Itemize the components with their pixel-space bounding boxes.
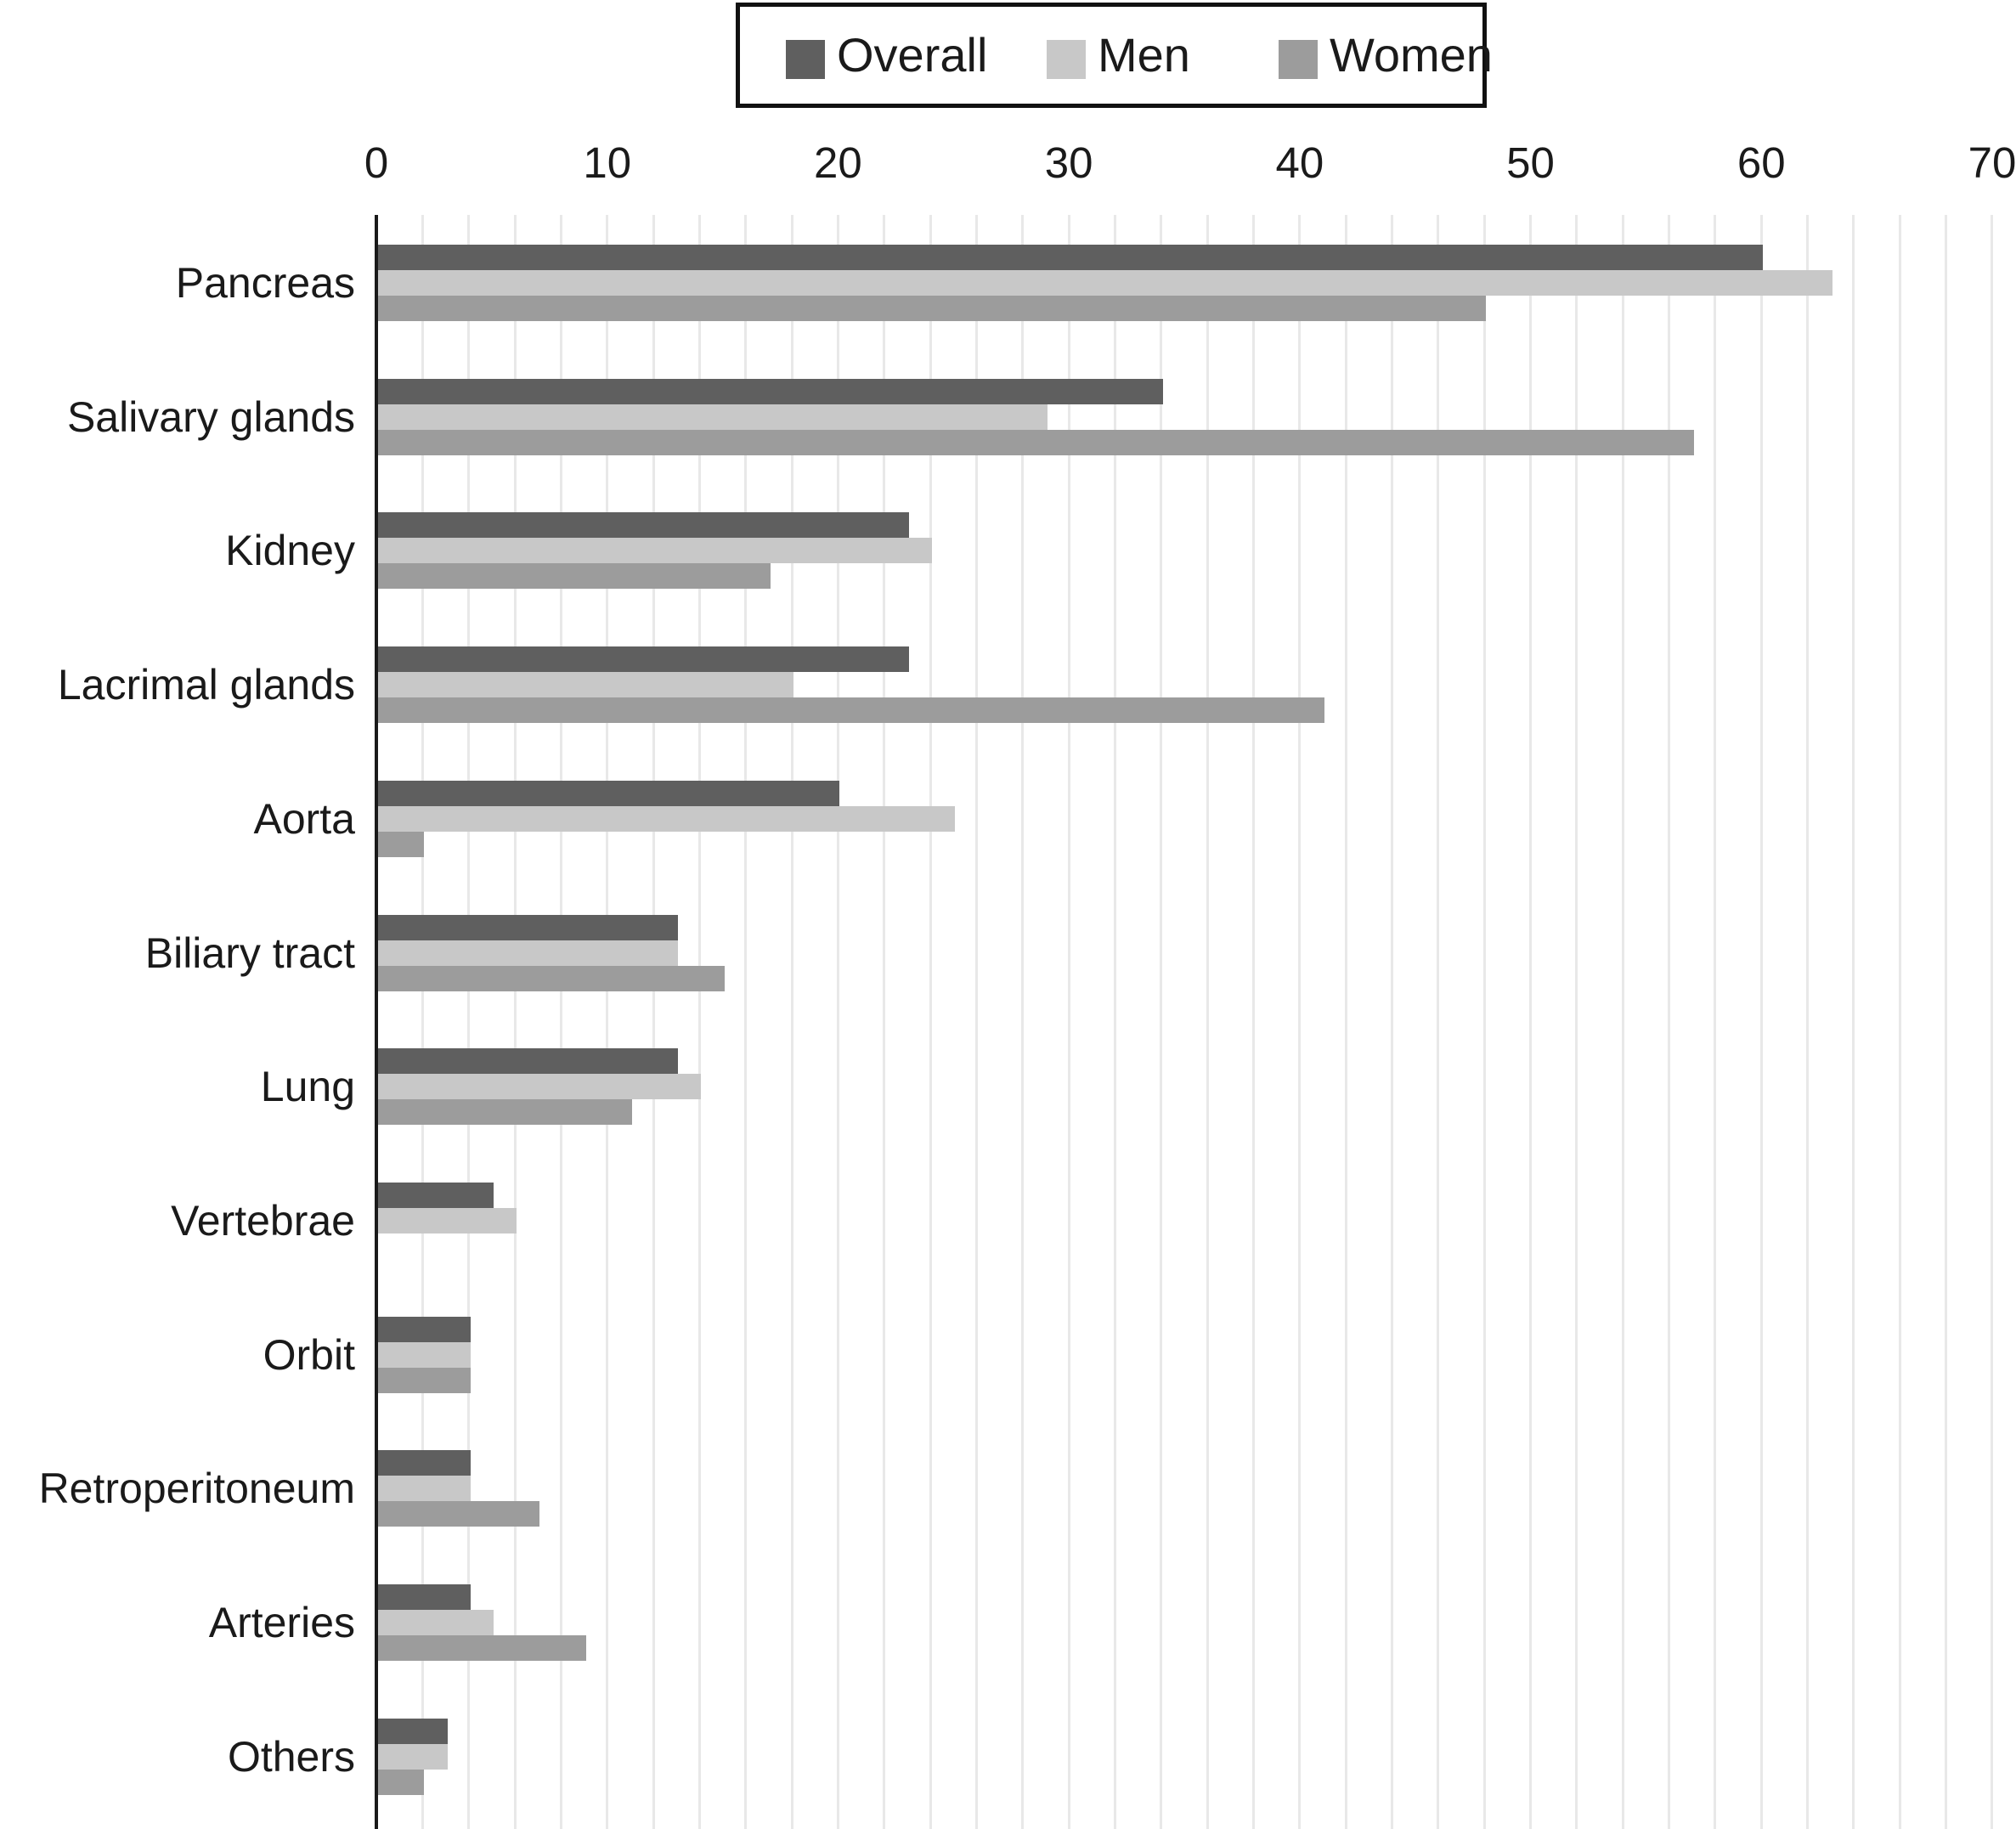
category-label: Lung bbox=[260, 1063, 355, 1111]
gridline bbox=[1759, 215, 1763, 1829]
bar-aorta-men bbox=[378, 805, 956, 832]
bar-retroperitoneum-women bbox=[378, 1501, 540, 1527]
gridline bbox=[1945, 215, 1948, 1829]
bar-aorta-women bbox=[378, 831, 425, 857]
bar-aorta-overall bbox=[378, 780, 840, 806]
gridline bbox=[1251, 215, 1255, 1829]
gridline bbox=[1206, 215, 1209, 1829]
category-label: Orbit bbox=[263, 1330, 355, 1379]
bar-orbit-men bbox=[378, 1341, 471, 1368]
bar-lacrimal-glands-women bbox=[378, 697, 1324, 724]
gridline bbox=[1714, 215, 1717, 1829]
gridline bbox=[1529, 215, 1533, 1829]
category-label: Biliary tract bbox=[144, 929, 355, 977]
gridline bbox=[559, 215, 562, 1829]
bar-arteries-women bbox=[378, 1635, 586, 1661]
y-axis-line bbox=[375, 215, 378, 1829]
gridline bbox=[1160, 215, 1163, 1829]
bar-others-women bbox=[378, 1769, 425, 1795]
bar-orbit-overall bbox=[378, 1316, 471, 1342]
legend-swatch-overall bbox=[786, 40, 825, 79]
category-label: Kidney bbox=[225, 527, 355, 575]
x-tick-label: 40 bbox=[1275, 138, 1324, 187]
gridline bbox=[883, 215, 886, 1829]
x-tick-label: 20 bbox=[814, 138, 862, 187]
x-tick-label: 10 bbox=[583, 138, 632, 187]
bar-salivary-glands-overall bbox=[378, 378, 1163, 404]
gridline bbox=[1621, 215, 1624, 1829]
gridline bbox=[421, 215, 424, 1829]
category-label: Retroperitoneum bbox=[38, 1465, 355, 1513]
x-tick-label: 60 bbox=[1736, 138, 1786, 187]
bar-arteries-overall bbox=[378, 1584, 471, 1610]
category-label: Vertebrae bbox=[171, 1196, 355, 1245]
category-label: Others bbox=[227, 1732, 355, 1781]
gridline bbox=[1668, 215, 1671, 1829]
bar-pancreas-overall bbox=[378, 245, 1764, 270]
legend-swatch-men bbox=[1047, 40, 1086, 79]
bar-lacrimal-glands-men bbox=[378, 672, 794, 698]
bar-kidney-men bbox=[378, 538, 933, 564]
bar-orbit-women bbox=[378, 1367, 471, 1393]
x-tick-label: 30 bbox=[1044, 138, 1093, 187]
legend-label-men: Men bbox=[1098, 28, 1190, 82]
bar-salivary-glands-men bbox=[378, 404, 1048, 430]
gridline bbox=[467, 215, 471, 1829]
bar-lung-men bbox=[378, 1074, 702, 1100]
bar-biliary-tract-women bbox=[378, 965, 725, 991]
gridline bbox=[1806, 215, 1810, 1829]
gridline bbox=[1482, 215, 1486, 1829]
gridline bbox=[1298, 215, 1302, 1829]
bar-retroperitoneum-men bbox=[378, 1476, 471, 1502]
x-tick-label: 70 bbox=[1968, 138, 2016, 187]
gridline bbox=[697, 215, 701, 1829]
gridline bbox=[790, 215, 793, 1829]
gridline bbox=[652, 215, 655, 1829]
bar-kidney-women bbox=[378, 563, 771, 590]
gridline bbox=[1991, 215, 1994, 1829]
gridline bbox=[1575, 215, 1578, 1829]
x-tick-label: 50 bbox=[1506, 138, 1555, 187]
gridline bbox=[1067, 215, 1070, 1829]
bar-vertebrae-men bbox=[378, 1207, 517, 1233]
legend: Overall Men Women bbox=[736, 3, 1493, 108]
bar-lung-women bbox=[378, 1099, 632, 1126]
bar-lung-overall bbox=[378, 1048, 679, 1075]
gridline bbox=[1852, 215, 1855, 1829]
bar-others-men bbox=[378, 1743, 448, 1770]
gridline bbox=[974, 215, 978, 1829]
gridline bbox=[836, 215, 839, 1829]
category-label: Pancreas bbox=[175, 259, 355, 307]
gridline bbox=[1344, 215, 1347, 1829]
gridline bbox=[929, 215, 932, 1829]
legend-label-overall: Overall bbox=[837, 28, 988, 82]
gridline bbox=[1021, 215, 1025, 1829]
category-label: Arteries bbox=[208, 1599, 355, 1646]
bar-retroperitoneum-overall bbox=[378, 1450, 471, 1476]
gridline bbox=[513, 215, 517, 1829]
bar-biliary-tract-men bbox=[378, 940, 679, 966]
legend-label-women: Women bbox=[1330, 28, 1493, 82]
bar-kidney-overall bbox=[378, 512, 909, 539]
category-label: Salivary glands bbox=[66, 392, 355, 441]
gridline bbox=[744, 215, 748, 1829]
category-label: Aorta bbox=[253, 794, 355, 843]
x-tick-label: 0 bbox=[364, 138, 389, 187]
gridline bbox=[1113, 215, 1116, 1829]
bar-others-overall bbox=[378, 1718, 448, 1744]
bar-pancreas-women bbox=[378, 296, 1487, 321]
bar-pancreas-men bbox=[378, 270, 1832, 296]
bar-lacrimal-glands-overall bbox=[378, 646, 909, 673]
category-label: Lacrimal glands bbox=[57, 661, 355, 709]
bar-biliary-tract-overall bbox=[378, 914, 679, 940]
bar-salivary-glands-women bbox=[378, 429, 1694, 455]
bar-vertebrae-overall bbox=[378, 1182, 494, 1208]
gridline bbox=[1898, 215, 1901, 1829]
gridline bbox=[606, 215, 609, 1829]
bar-arteries-men bbox=[378, 1610, 494, 1635]
gridline bbox=[1437, 215, 1440, 1829]
gridline bbox=[1391, 215, 1394, 1829]
legend-swatch-women bbox=[1279, 40, 1318, 79]
